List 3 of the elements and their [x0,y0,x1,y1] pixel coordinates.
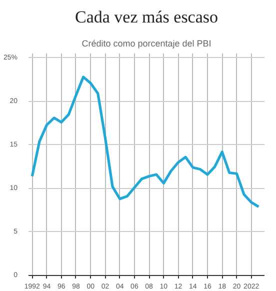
chart-subtitle: Crédito como porcentaje del PBI [82,38,212,48]
chart-title: Cada vez más escaso [74,8,218,26]
line-series [30,76,260,208]
